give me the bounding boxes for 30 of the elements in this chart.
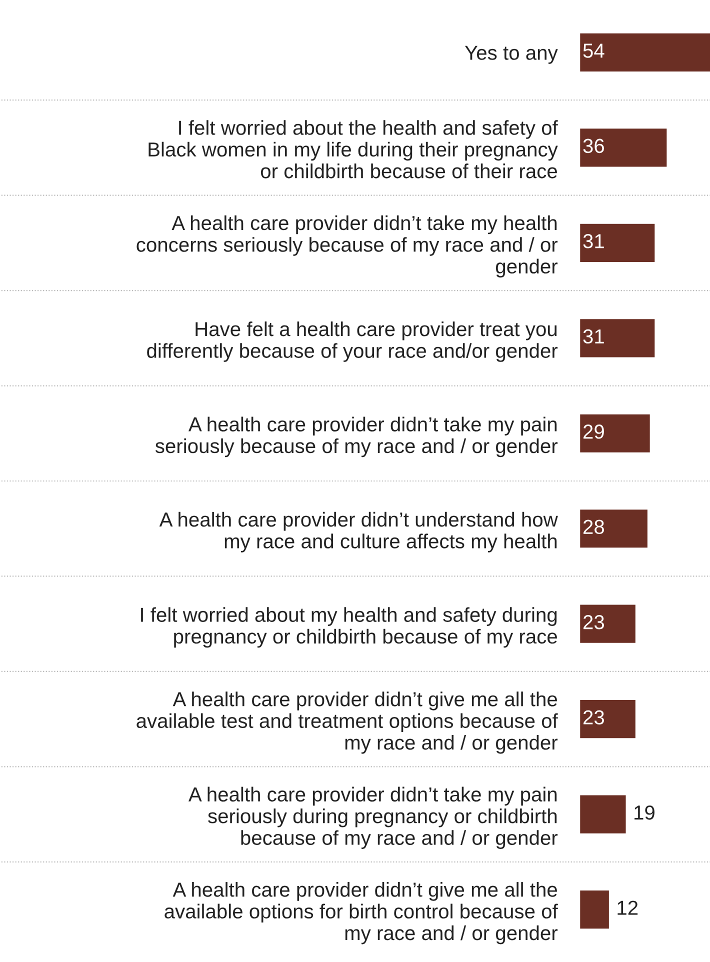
y-tick-label: A health care provider didn’t take my pain seriously during pregnancy or childbirth because of my race and / or gender xyxy=(188,786,558,849)
bar xyxy=(580,700,636,738)
y-tick-label: A health care provider didn’t take my pain seriously because of my race and / or gender xyxy=(155,416,558,458)
y-tick-label: I felt worried about the health and safety of Black women in my life during their pregnancy or childbirth because of their race xyxy=(148,120,558,178)
data-label: 31 xyxy=(583,329,604,344)
data-label: 23 xyxy=(583,710,604,724)
data-label: 19 xyxy=(634,805,654,820)
data-label: 29 xyxy=(583,424,604,439)
bar xyxy=(580,224,655,262)
y-tick-label: Have felt a health care provider treat you differently because of your race and/or gender xyxy=(147,321,558,362)
data-label: 23 xyxy=(583,615,604,630)
data-label: 31 xyxy=(583,234,604,248)
bar xyxy=(580,510,648,548)
y-tick-label: A health care provider didn’t understand how my race and culture affects my health xyxy=(159,512,558,552)
bar xyxy=(580,414,650,452)
data-label: 54 xyxy=(583,44,604,58)
y-tick-label: A health care provider didn’t take my health concerns seriously because of my race and / or gender xyxy=(136,215,558,278)
data-label: 12 xyxy=(618,900,638,915)
bar xyxy=(580,128,667,167)
bar xyxy=(580,890,609,929)
y-tick-label: Yes to any xyxy=(464,46,558,64)
bar xyxy=(580,33,710,72)
y-tick-label: I felt worried about my health and safety during pregnancy or childbirth because of my race xyxy=(141,607,557,648)
bar xyxy=(580,319,655,358)
y-tick-label: A health care provider didn’t give me all the available test and treatment options because of my race and / or gender xyxy=(136,692,558,754)
bar xyxy=(580,795,626,834)
bar xyxy=(580,604,636,643)
data-label: 36 xyxy=(583,138,604,154)
data-label: 28 xyxy=(583,520,604,534)
y-tick-label: A health care provider didn’t give me all the available options for birth control because of my race and / or gender xyxy=(164,882,558,944)
